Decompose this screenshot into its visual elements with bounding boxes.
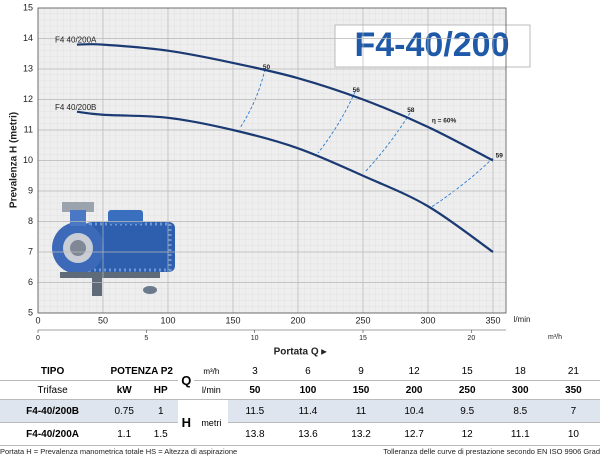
table-cell: 50 <box>228 380 282 400</box>
data-row: F4-40/200A 1.1 1.5 13.8 13.6 13.2 12.7 12 11.… <box>0 422 600 446</box>
footer-left: Portata H = Prevalenza manometrica total… <box>0 447 238 456</box>
x2-tick-label: 15 <box>359 335 367 342</box>
table-cell: 250 <box>440 380 494 400</box>
data-row: F4-40/200B 0.75 1 H metri 11.5 11.4 11 10.4… <box>0 399 600 446</box>
table-cell: 9 <box>334 362 388 381</box>
table-cell: 8.5 <box>493 399 547 423</box>
y-axis-label: Prevalenza H (metri) <box>9 112 20 208</box>
table-cell: 10.4 <box>387 399 441 423</box>
footer-right: Tolleranza delle curve di prestazione se… <box>383 447 600 456</box>
x2-tick-label: 20 <box>467 335 475 342</box>
y-tick-label: 8 <box>28 216 33 226</box>
table-cell: 11.4 <box>281 399 335 423</box>
table-cell: 12 <box>387 362 441 381</box>
plot-frame <box>37 7 507 314</box>
table-cell: 3 <box>228 362 282 381</box>
table-cell: 9.5 <box>440 399 494 423</box>
x-tick-label: 350 <box>485 315 500 325</box>
h-label: H <box>178 399 195 446</box>
model-cell: F4-40/200A <box>0 422 106 446</box>
header-cell: POTENZA P2 <box>105 362 179 381</box>
x-tick-label: 0 <box>35 315 40 325</box>
x-tick-label: 150 <box>225 315 240 325</box>
h-unit: metri <box>194 399 229 446</box>
table-cell: 10 <box>546 422 600 446</box>
y-tick-label: 10 <box>23 155 33 165</box>
curve <box>76 43 494 162</box>
performance-table: TIPO POTENZA P2 Q m³/h 3 6 9 12 15 18 21 Trifa… <box>0 362 600 446</box>
pump-illustration <box>52 202 175 296</box>
table-cell: 13.6 <box>281 422 335 446</box>
subheader-cell: kW <box>105 380 144 400</box>
y-tick-label: 9 <box>28 185 33 195</box>
x-unit: l/min <box>514 315 531 324</box>
kw-cell: 0.75 <box>105 399 144 423</box>
table-cell: 300 <box>493 380 547 400</box>
x-tick-label: 250 <box>355 315 370 325</box>
x-tick-label: 300 <box>420 315 435 325</box>
annotation: 59 <box>496 153 504 160</box>
annotation: 50 <box>263 64 271 71</box>
x2-tick-label: 10 <box>251 335 259 342</box>
table-cell: 7 <box>546 399 600 423</box>
hp-cell: 1.5 <box>143 422 179 446</box>
series-label: F4 40/200A <box>55 36 97 45</box>
table-cell: 11.5 <box>228 399 282 423</box>
y-tick-label: 13 <box>23 63 33 73</box>
table-cell: 100 <box>281 380 335 400</box>
annotation: 58 <box>407 107 415 114</box>
curve <box>76 110 494 253</box>
header-cell: Q <box>178 362 195 400</box>
x2-tick-label: 0 <box>36 335 40 342</box>
table-cell: 350 <box>546 380 600 400</box>
table-cell: 11.1 <box>493 422 547 446</box>
x2-tick-label: 5 <box>144 335 148 342</box>
y-tick-label: 5 <box>28 307 33 317</box>
subheader-row: Trifase kW HP l/min 50 100 150 200 250 300 350 <box>0 380 600 400</box>
y-tick-label: 7 <box>28 246 33 256</box>
annotation: 56 <box>353 87 361 94</box>
title-box <box>334 24 531 68</box>
x-tick-label: 200 <box>290 315 305 325</box>
y-tick-label: 14 <box>23 33 33 43</box>
table-cell: 13.2 <box>334 422 388 446</box>
series-label: F4 40/200B <box>55 103 96 112</box>
y-tick-label: 12 <box>23 94 33 104</box>
table-cell: 15 <box>440 362 494 381</box>
table-cell: 13.8 <box>228 422 282 446</box>
subheader-cell: Trifase <box>0 380 106 400</box>
x-tick-label: 100 <box>160 315 175 325</box>
model-cell: F4-40/200B <box>0 399 106 423</box>
table-cell: 150 <box>334 380 388 400</box>
header-row: TIPO POTENZA P2 Q m³/h 3 6 9 12 15 18 21 <box>0 362 600 400</box>
y-tick-label: 11 <box>24 124 33 134</box>
x-axis-label: Portata Q ▸ <box>274 347 328 358</box>
subheader-cell: l/min <box>194 380 229 400</box>
y-tick-label: 6 <box>28 277 33 287</box>
subheader-cell: HP <box>143 380 179 400</box>
x2-unit: m³/h <box>548 334 562 341</box>
kw-cell: 1.1 <box>105 422 144 446</box>
y-tick-label: 15 <box>23 2 33 12</box>
table-cell: 12 <box>440 422 494 446</box>
table-cell: 11 <box>334 399 388 423</box>
table-cell: 6 <box>281 362 335 381</box>
annotation: η = 60% <box>432 118 457 125</box>
chart-title: F4-40/200 <box>355 26 510 64</box>
x-tick-label: 50 <box>98 315 108 325</box>
table-cell: 12.7 <box>387 422 441 446</box>
header-cell: TIPO <box>0 362 106 381</box>
table-cell: 200 <box>387 380 441 400</box>
table-cell: 21 <box>546 362 600 381</box>
table-cell: 18 <box>493 362 547 381</box>
hp-cell: 1 <box>143 399 179 423</box>
header-cell: m³/h <box>194 362 229 381</box>
